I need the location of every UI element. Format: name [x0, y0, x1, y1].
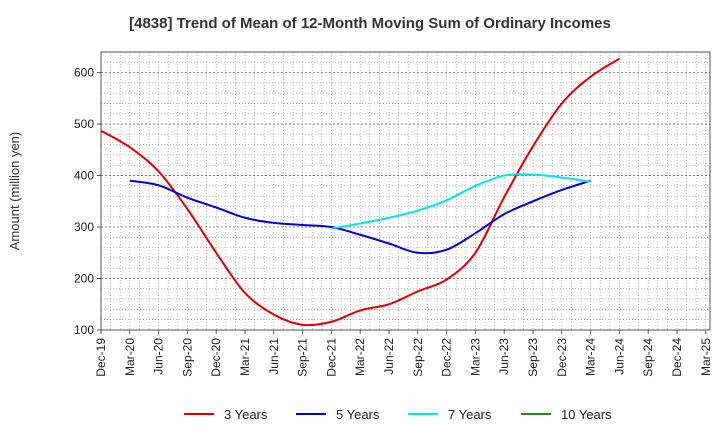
x-tick-label: Dec-22	[440, 338, 454, 377]
x-tick-label: Dec-21	[324, 338, 338, 377]
x-tick-label: Mar-25	[699, 338, 713, 376]
x-tick-label: Jun-23	[497, 338, 511, 375]
x-tick-label: Sep-20	[180, 338, 194, 377]
y-tick-label: 200	[74, 272, 94, 286]
legend-label-7-years: 7 Years	[448, 407, 492, 422]
x-tick-label: Dec-19	[94, 338, 108, 377]
x-tick-label: Dec-23	[555, 338, 569, 377]
x-tick-label: Jun-22	[382, 338, 396, 375]
x-tick-label: Mar-21	[238, 338, 252, 376]
x-tick-label: Sep-21	[296, 338, 310, 377]
x-tick-label: Jun-20	[152, 338, 166, 375]
series-line-5-years	[129, 179, 591, 255]
x-tick-label: Sep-22	[411, 338, 425, 377]
series-line-3-years	[100, 57, 620, 327]
y-tick-label: 400	[74, 169, 94, 183]
y-axis-label: Amount (million yen)	[7, 132, 22, 251]
series-lines	[100, 57, 620, 327]
legend: 3 Years 5 Years 7 Years 10 Years	[184, 407, 612, 422]
x-tick-label: Sep-24	[641, 338, 655, 377]
legend-label-10-years: 10 Years	[561, 407, 612, 422]
plot-frame	[100, 51, 711, 331]
x-tick-label: Dec-24	[670, 338, 684, 377]
gridlines	[101, 52, 710, 331]
x-tick-label: Mar-23	[468, 338, 482, 376]
y-tick-labels: 100 200 300 400 500 600	[74, 66, 101, 337]
chart-title: [4838] Trend of Mean of 12-Month Moving …	[129, 15, 611, 32]
x-tick-label: Jun-24	[612, 338, 626, 375]
x-tick-label: Mar-24	[584, 338, 598, 376]
x-tick-label: Mar-20	[123, 338, 137, 376]
x-tick-label: Dec-20	[209, 338, 223, 377]
x-tick-label: Jun-21	[267, 338, 281, 375]
y-tick-label: 100	[74, 323, 94, 337]
series-line-7-years	[331, 173, 591, 230]
x-tick-label: Mar-22	[353, 338, 367, 376]
legend-label-5-years: 5 Years	[336, 407, 380, 422]
y-tick-label: 500	[74, 117, 94, 131]
x-tick-labels: Dec-19 Mar-20 Jun-20 Sep-20 Dec-20 Mar-21 Jun-…	[94, 330, 713, 377]
x-tick-label: Sep-23	[526, 338, 540, 377]
legend-label-3-years: 3 Years	[224, 407, 268, 422]
y-tick-label: 600	[74, 66, 94, 80]
y-tick-label: 300	[74, 220, 94, 234]
